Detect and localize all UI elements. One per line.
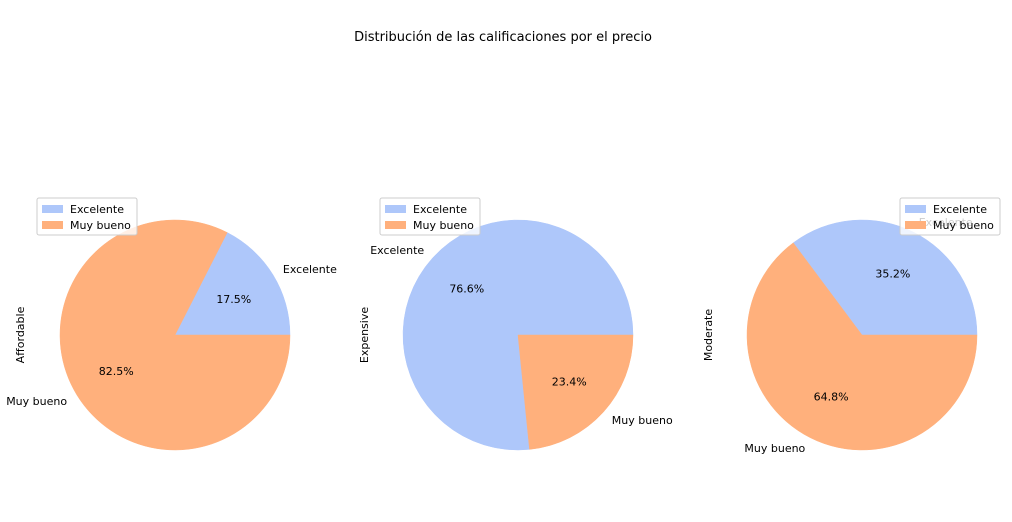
legend-swatch-muy-bueno xyxy=(42,221,63,229)
slice-label-excelente: Excelente xyxy=(370,244,424,257)
pie-chart-moderate: 35.2% Excelente 64.8% Muy bueno Moderate Exce… xyxy=(702,197,1001,455)
legend-swatch-excelente xyxy=(42,205,63,213)
chart-title: Distribución de las calificaciones por e… xyxy=(354,30,652,45)
pct-label-excelente: 35.2% xyxy=(875,267,910,280)
axis-ylabel: Expensive xyxy=(358,307,371,363)
legend: Excelente Muy bueno xyxy=(899,197,1001,236)
legend: Excelente Muy bueno xyxy=(36,197,138,236)
legend-swatch-excelente xyxy=(385,205,406,213)
legend-label-excelente: Excelente xyxy=(413,203,467,216)
pie-chart-expensive: 76.6% Excelente 23.4% Muy bueno Expensive Exc… xyxy=(358,197,673,451)
axis-ylabel: Affordable xyxy=(14,306,27,363)
pct-label-muy-bueno: 64.8% xyxy=(814,391,849,404)
legend-label-excelente: Excelente xyxy=(70,203,124,216)
slice-label-excelente: Excelente xyxy=(283,263,337,276)
legend-label-muy-bueno: Muy bueno xyxy=(413,219,474,232)
pie-slice-muy-bueno xyxy=(746,242,978,451)
pie-slice-muy-bueno xyxy=(517,334,634,450)
legend-label-excelente: Excelente xyxy=(933,203,987,216)
pie-slice-muy-bueno xyxy=(59,219,291,451)
legend-label-muy-bueno: Muy bueno xyxy=(933,219,994,232)
slice-label-muy-bueno: Muy bueno xyxy=(6,395,67,408)
pct-label-excelente: 17.5% xyxy=(216,293,251,306)
slice-label-muy-bueno: Muy bueno xyxy=(612,414,673,427)
legend-swatch-muy-bueno xyxy=(905,221,926,229)
legend: Excelente Muy bueno xyxy=(379,197,481,236)
pct-label-muy-bueno: 82.5% xyxy=(99,365,134,378)
pct-label-muy-bueno: 23.4% xyxy=(552,375,587,388)
axis-ylabel: Moderate xyxy=(702,309,715,362)
legend-swatch-muy-bueno xyxy=(385,221,406,229)
slice-label-muy-bueno: Muy bueno xyxy=(744,442,805,455)
legend-label-muy-bueno: Muy bueno xyxy=(70,219,131,232)
pct-label-excelente: 76.6% xyxy=(449,283,484,296)
pie-slice-excelente xyxy=(174,232,291,336)
legend-swatch-excelente xyxy=(905,205,926,213)
pie-chart-affordable: 17.5% Excelente 82.5% Muy bueno Affordable Ex… xyxy=(6,197,337,451)
